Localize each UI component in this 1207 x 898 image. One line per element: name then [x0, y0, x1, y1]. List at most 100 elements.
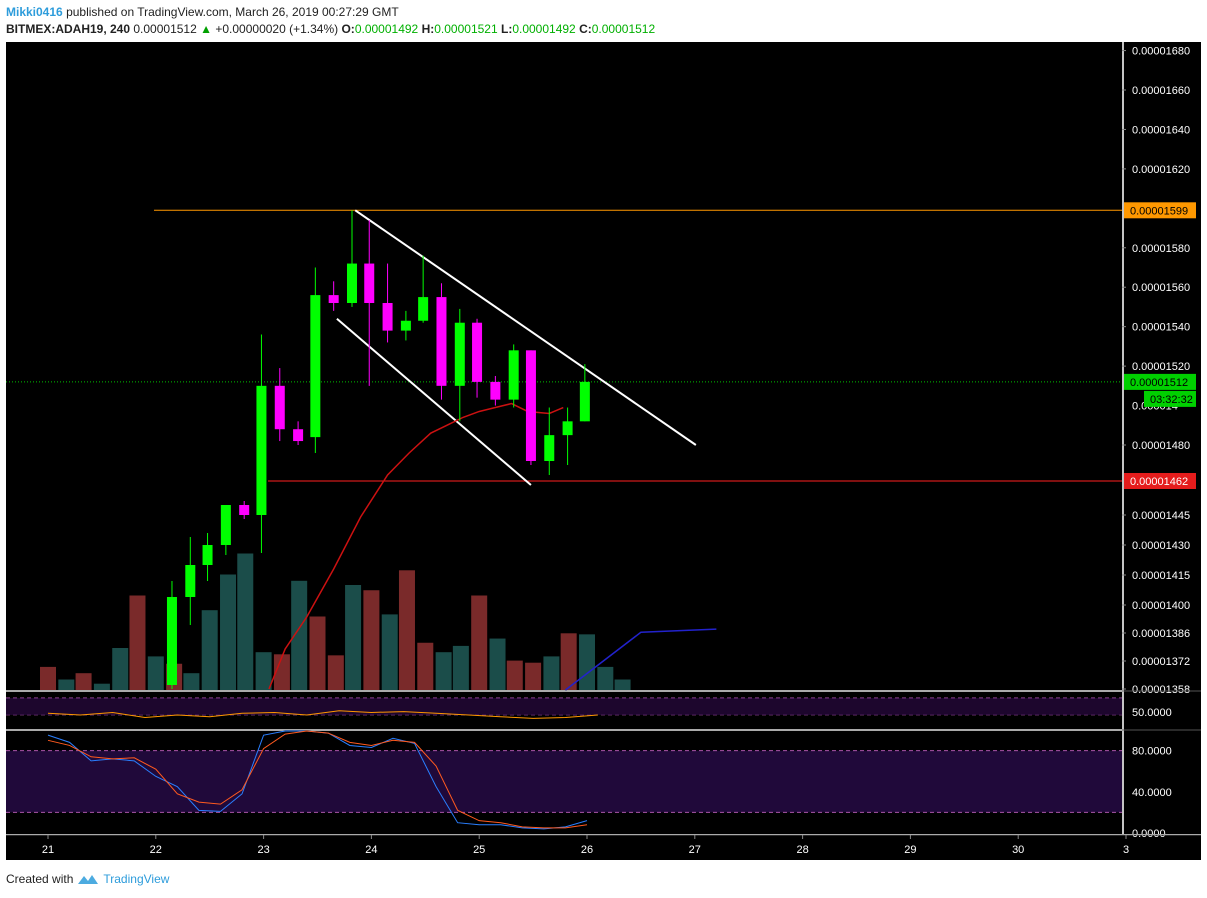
- price-chart[interactable]: 0.00001680 0.00001660 0.00001640 0.00001620…: [6, 42, 1201, 860]
- symbol-label[interactable]: BITMEX:ADAH19, 240: [6, 22, 131, 36]
- volume-bar: [112, 648, 129, 690]
- price-tick-label: 0.00001430: [1132, 540, 1190, 552]
- volume-bar: [363, 590, 380, 690]
- candle-series: [166, 210, 590, 689]
- price-change: +0.00000020 (+1.34%): [215, 22, 339, 36]
- volume-bar: [93, 683, 110, 690]
- price-tick-label: 0.00001540: [1132, 322, 1190, 334]
- low-label: L:: [500, 22, 513, 36]
- candle-body: [454, 322, 465, 386]
- candle-body: [490, 381, 501, 400]
- candle-body: [274, 385, 285, 430]
- volume-bar: [309, 616, 326, 690]
- price-tick-label: 0.00001640: [1132, 124, 1190, 136]
- rsi-line: [47, 710, 598, 719]
- time-tick-label: 23: [257, 844, 269, 856]
- candle-body: [525, 350, 536, 461]
- time-tick-label: 30: [1012, 844, 1024, 856]
- price-tick-label: 0.00001358: [1132, 684, 1190, 696]
- candle-body: [256, 385, 267, 515]
- close-value: 0.00001512: [591, 22, 656, 36]
- volume-bar: [327, 655, 344, 690]
- volume-bar: [345, 585, 362, 690]
- volume-bar: [291, 580, 308, 690]
- current-price-tag: [1124, 373, 1196, 390]
- candle-body: [562, 421, 573, 436]
- volume-bar: [489, 638, 506, 690]
- price-tick-label: 0.00001620: [1132, 164, 1190, 176]
- countdown-tag: [1144, 390, 1196, 407]
- close-label: C:: [579, 22, 592, 36]
- candle-body: [508, 350, 519, 400]
- time-tick-label: 22: [150, 844, 162, 856]
- high-value: 0.00001521: [434, 22, 498, 36]
- candle-body: [579, 381, 590, 422]
- candle-body: [220, 505, 231, 545]
- candle-body: [436, 297, 447, 386]
- footer: Created with TradingView: [6, 872, 169, 886]
- publish-info: published on TradingView.com, March 26, …: [66, 5, 399, 19]
- volume-bar: [471, 595, 488, 690]
- volume-bar: [255, 652, 272, 690]
- price-tick-label: 0.00001445: [1132, 510, 1190, 522]
- time-tick-label: 25: [473, 844, 485, 856]
- volume-bar: [220, 574, 237, 690]
- tradingview-link[interactable]: TradingView: [103, 872, 170, 886]
- chart-header: Mikki0416 published on TradingView.com, …: [6, 4, 655, 38]
- volume-bar: [58, 679, 75, 690]
- candle-body: [185, 565, 196, 597]
- volume-bar: [129, 595, 146, 690]
- volume-bar: [579, 634, 595, 690]
- time-tick-label: 27: [689, 844, 701, 856]
- time-tick-label: 24: [365, 844, 377, 856]
- candle-body: [166, 597, 177, 685]
- candle-body: [310, 295, 321, 438]
- symbol-line: BITMEX:ADAH19, 240 0.00001512 ▲ +0.00000…: [6, 21, 655, 38]
- price-tick-label: 0.00001560: [1132, 282, 1190, 294]
- rsi-band-fill: [6, 698, 1122, 715]
- up-triangle-icon: ▲: [200, 22, 213, 36]
- price-tick-label: 0.00001400: [1132, 600, 1190, 612]
- candle-body: [293, 429, 304, 442]
- created-with-label: Created with: [6, 872, 74, 886]
- rsi-tick-label: 50.0000: [1132, 707, 1172, 719]
- support-tag: [1124, 473, 1196, 489]
- low-value: 0.00001492: [512, 22, 576, 36]
- candle-body: [239, 505, 250, 515]
- candle-body: [364, 263, 375, 303]
- moving-average-line: [268, 402, 564, 690]
- candle-body: [382, 302, 393, 331]
- time-tick-label: 28: [796, 844, 808, 856]
- volume-bar: [435, 652, 452, 690]
- stoch-tick-label: 40.0000: [1132, 787, 1172, 799]
- stoch-d-line: [47, 730, 588, 829]
- volume-bar: [201, 610, 218, 690]
- resistance-tag: [1124, 202, 1196, 219]
- volume-bar: [560, 633, 577, 690]
- author-link[interactable]: Mikki0416: [6, 5, 63, 19]
- volume-bar: [398, 570, 415, 690]
- candle-body: [418, 297, 429, 321]
- volume-bar: [417, 642, 434, 690]
- volume-bar: [237, 553, 254, 690]
- last-price: 0.00001512: [133, 22, 197, 36]
- price-tick-label: 0.00001580: [1132, 243, 1190, 255]
- volume-bar: [183, 673, 200, 690]
- time-axis-labels: 21 22 23 24 25 26 27 28 29 30 3: [42, 835, 1129, 856]
- candle-body: [472, 322, 483, 382]
- volume-bar: [273, 654, 290, 690]
- stoch-tick-label: 0.0000: [1132, 828, 1166, 840]
- open-label: O:: [341, 22, 355, 36]
- current-price-tag-label: 0.00001512: [1130, 377, 1188, 389]
- candle-body: [328, 295, 339, 303]
- main-pane: [6, 42, 1122, 690]
- volume-bar: [147, 656, 164, 690]
- price-tick-label: 0.00001520: [1132, 361, 1190, 373]
- price-axis-labels: 0.00001680 0.00001660 0.00001640 0.00001620…: [1122, 46, 1196, 696]
- support-tag-label: 0.00001462: [1130, 476, 1188, 488]
- tradingview-logo-icon: [78, 875, 99, 884]
- high-label: H:: [421, 22, 435, 36]
- time-tick-label: 21: [42, 844, 54, 856]
- stoch-band-fill: [6, 750, 1122, 813]
- volume-bar: [506, 660, 523, 690]
